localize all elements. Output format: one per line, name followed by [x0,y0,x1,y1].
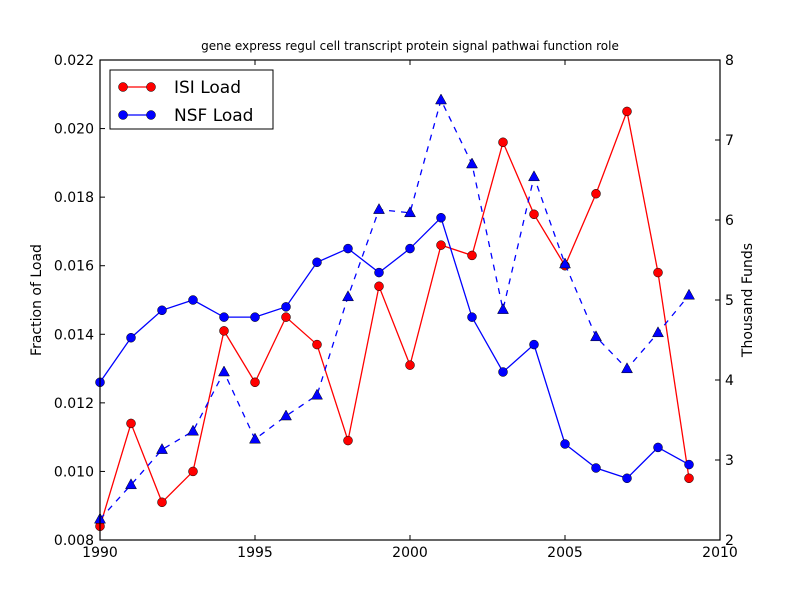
y2-tick-label: 4 [725,373,734,389]
data-point-nsf-load [436,212,446,223]
legend-box [109,69,274,130]
chart-title: gene express regul cell transcript prote… [201,39,619,53]
data-point-nsf-funds [559,257,571,269]
series-line-nsf-load [99,216,690,480]
data-point-isi-load [622,106,632,117]
data-point-nsf-funds [528,170,540,182]
data-point-nsf-load [157,305,167,316]
data-point-isi-load [343,435,353,446]
data-point-isi-load [684,473,694,484]
y-tick-label: 0.016 [54,259,94,275]
data-point-nsf-funds [311,388,323,400]
data-point-nsf-load [560,439,570,449]
data-point-isi-load [250,377,260,388]
legend: ISI Load NSF Load [109,69,274,130]
data-point-nsf-funds [187,424,199,436]
series-isi-load [95,106,694,532]
y-tick-label: 0.014 [54,327,94,343]
x-tick-label: 2010 [702,545,738,561]
legend-item-isi: ISI Load [118,78,241,98]
series-nsf-load [95,212,694,484]
legend-marker-nsf [146,110,156,120]
data-point-isi-load [591,188,601,199]
data-point-nsf-load [498,367,508,377]
data-point-nsf-load [281,302,291,312]
x-tick-label: 2000 [392,545,428,561]
data-point-isi-load [498,137,508,148]
data-point-isi-load [467,250,477,261]
y-tick-label: 0.008 [54,533,94,549]
data-point-nsf-load [126,332,136,343]
data-point-nsf-load [653,442,663,453]
y-axis-label: Fraction of Load [29,244,45,356]
data-point-nsf-funds [590,330,602,342]
series-nsf-funds [94,93,695,524]
y2-tick-label: 2 [725,533,734,549]
data-point-nsf-funds [652,326,664,338]
y2-tick-label: 8 [725,53,734,69]
data-point-nsf-funds [218,365,230,377]
data-point-nsf-load [374,267,384,278]
legend-marker-nsf [118,110,128,120]
data-point-nsf-funds [466,157,478,169]
legend-item-nsf: NSF Load [118,106,253,126]
y2-tick-label: 5 [725,293,734,309]
data-point-nsf-funds [683,288,695,300]
y-tick-label: 0.022 [54,53,94,69]
data-point-nsf-funds [373,203,385,214]
data-point-nsf-load [622,473,632,484]
y2-tick-label: 7 [725,133,734,149]
legend-label-isi: ISI Load [174,78,241,98]
y-tick-label: 0.020 [54,122,94,138]
data-point-nsf-load [529,339,539,350]
y-tick-label: 0.012 [54,396,94,412]
y-tick-label: 0.018 [54,190,94,206]
legend-marker-isi [118,82,128,92]
data-point-nsf-funds [435,93,447,105]
data-point-nsf-funds [249,432,261,444]
data-point-nsf-funds [280,409,292,421]
data-point-isi-load [374,281,384,292]
x-tick-label: 1995 [237,545,273,561]
data-point-nsf-load [250,312,260,322]
data-point-nsf-funds [497,303,509,314]
data-point-isi-load [219,326,229,336]
y-tick-label: 0.010 [54,464,94,480]
data-point-isi-load [312,339,322,350]
data-point-nsf-load [188,295,198,305]
data-point-isi-load [436,240,446,250]
y2-axis-label: Thousand Funds [740,243,756,358]
data-point-nsf-load [591,463,601,473]
data-point-isi-load [188,466,198,477]
x-tick-label: 1990 [82,545,118,561]
x-tick-label: 2005 [547,545,583,561]
data-point-isi-load [405,360,415,370]
data-point-nsf-load [312,257,322,268]
legend-label-nsf: NSF Load [174,106,253,126]
data-point-nsf-load [684,459,694,470]
data-point-nsf-funds [125,478,137,490]
legend-marker-isi [146,82,156,92]
data-point-nsf-load [219,312,229,322]
data-point-nsf-load [467,312,477,322]
series-layer [94,93,695,532]
data-point-nsf-funds [404,206,416,218]
data-point-nsf-load [343,243,353,254]
data-point-nsf-load [405,243,415,254]
y2-tick-label: 6 [725,213,734,229]
data-point-isi-load [653,267,663,278]
axes-layer: 1990 1995 2000 2005 2010 0.008 0.010 0.012 0.014… [54,53,738,561]
data-point-nsf-funds [621,362,633,374]
data-point-isi-load [281,312,291,322]
data-point-nsf-funds [342,290,354,302]
series-line-isi-load [99,109,690,527]
y2-tick-label: 3 [725,453,734,469]
data-point-nsf-funds [156,443,168,454]
data-point-isi-load [529,209,539,220]
series-line-nsf-funds [99,98,690,520]
data-point-isi-load [126,418,136,429]
data-point-isi-load [157,497,167,508]
